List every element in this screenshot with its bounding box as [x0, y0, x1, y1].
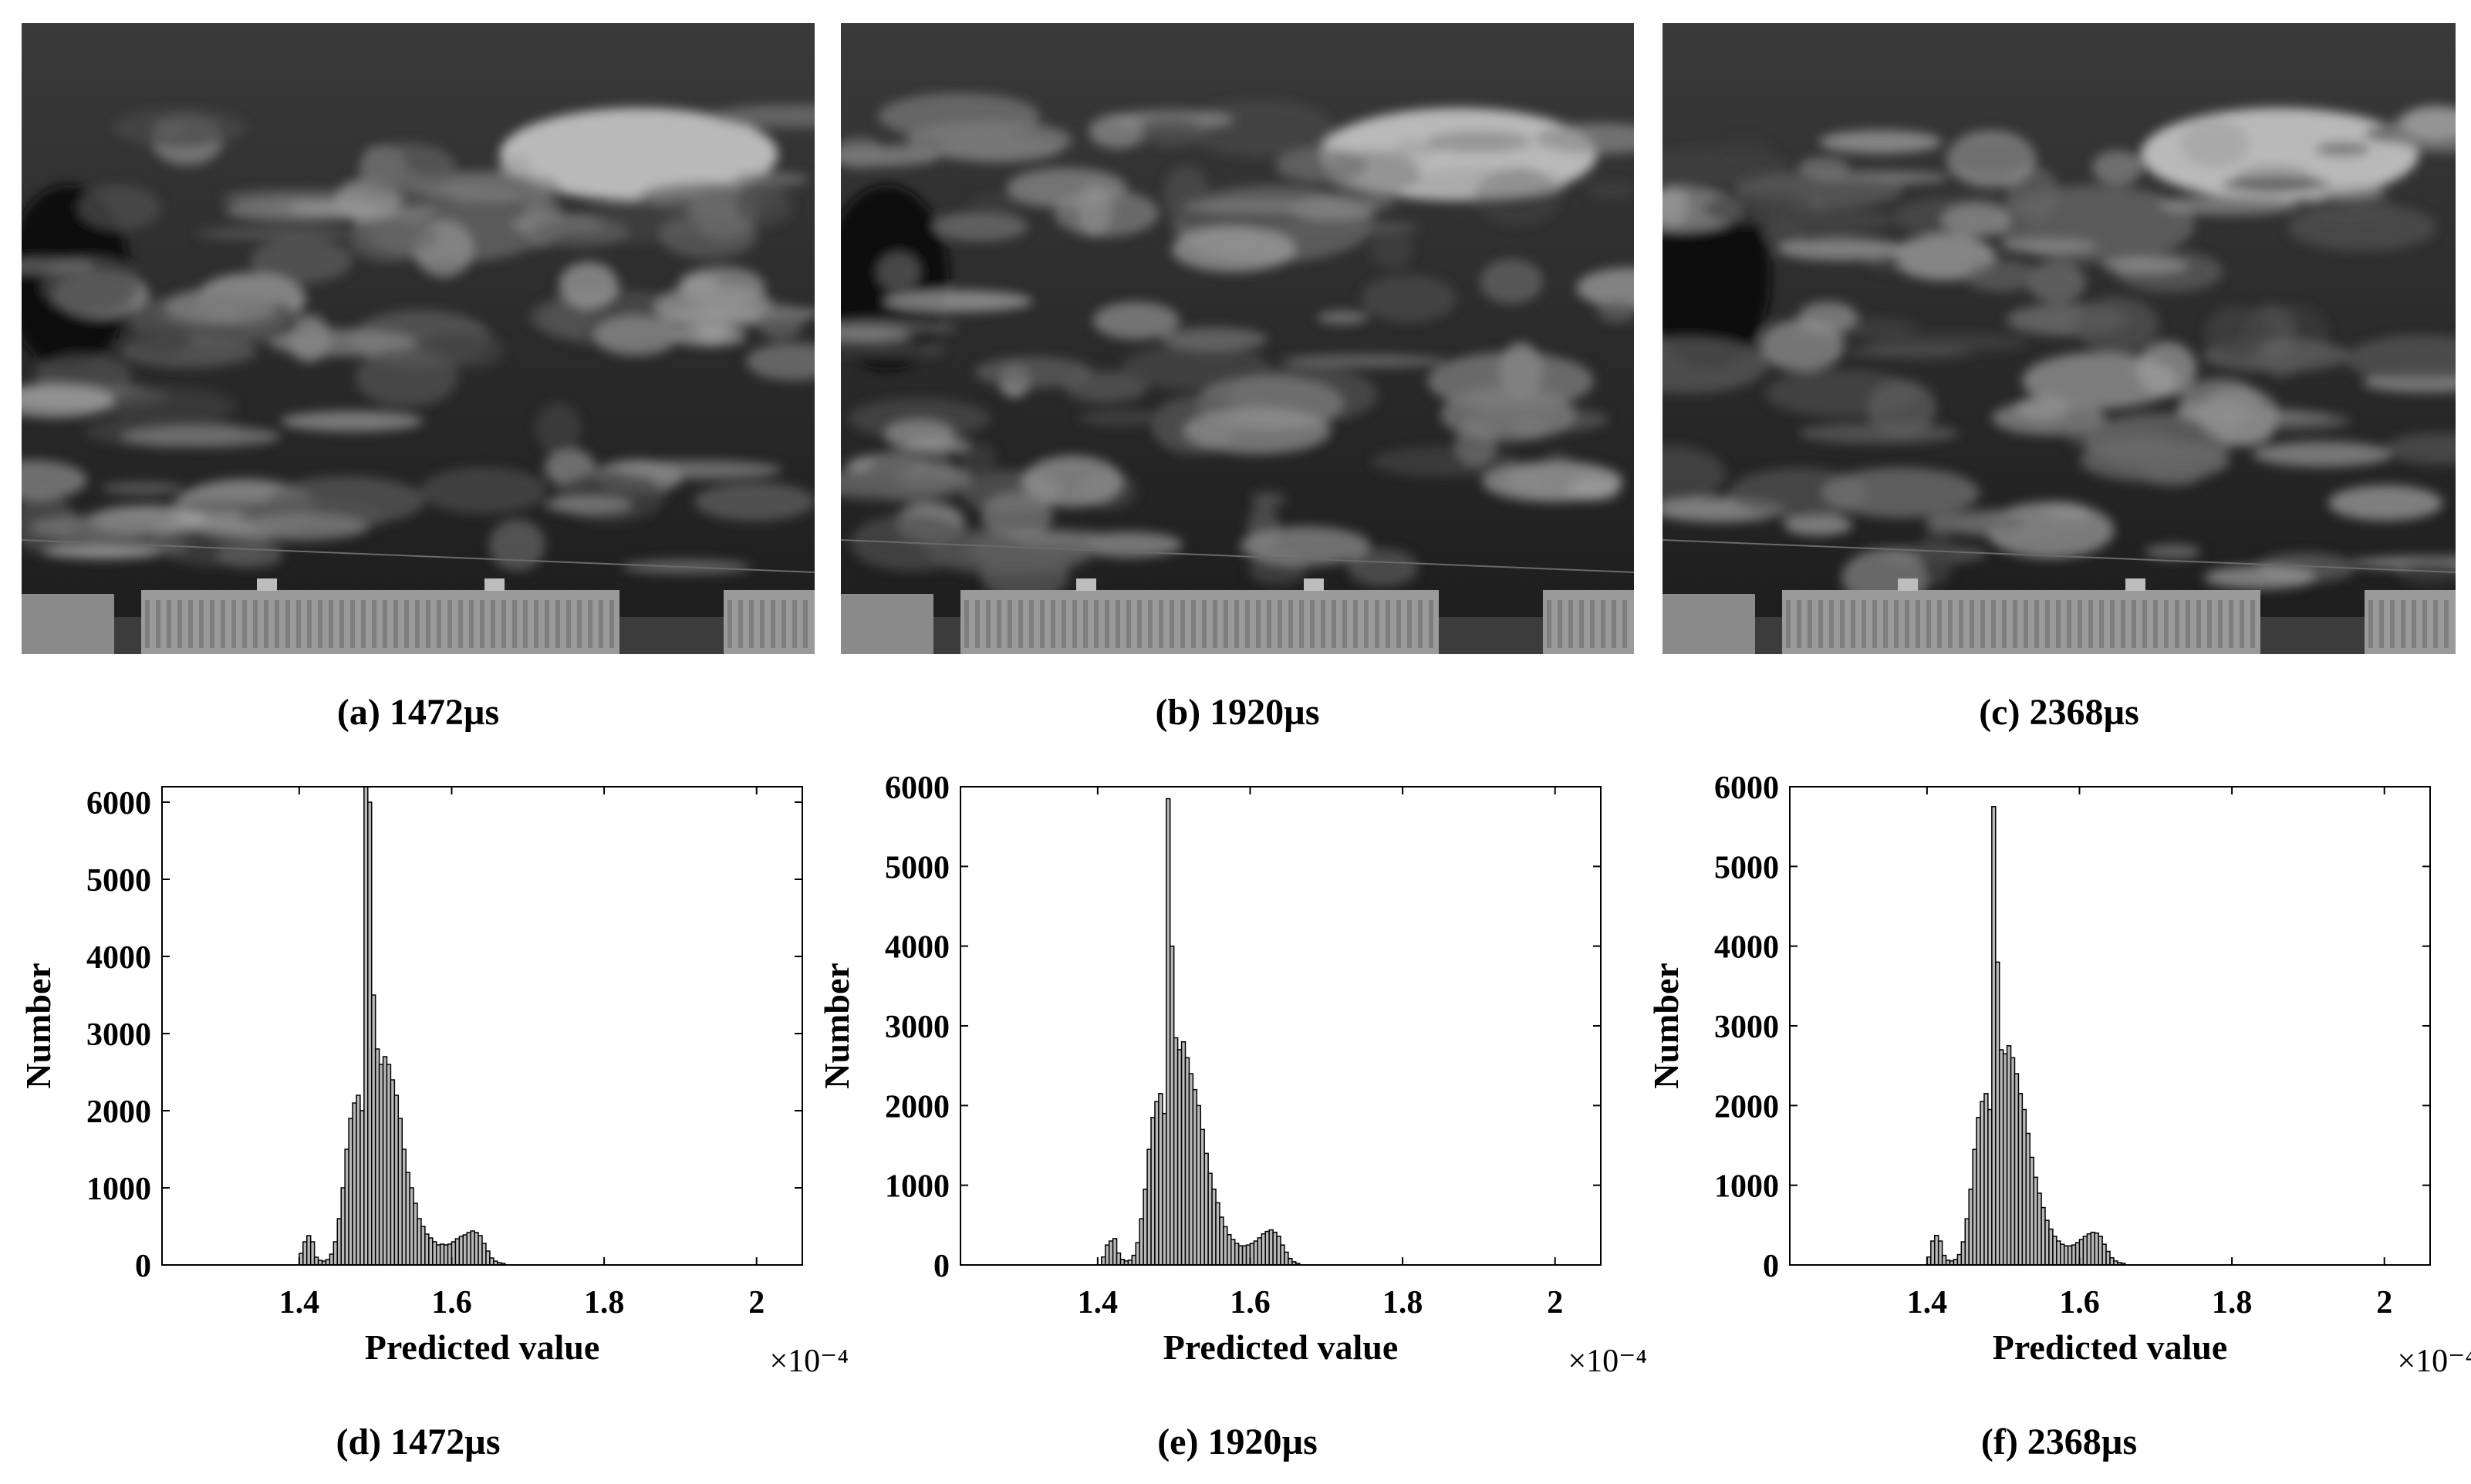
y-axis-label: Number: [817, 963, 856, 1089]
x-axis-multiplier: ×10⁻⁴: [770, 1344, 849, 1379]
y-tick-label: 5000: [86, 863, 151, 899]
cloud-layer: [1663, 106, 2456, 608]
y-tick-label: 2000: [86, 1094, 151, 1130]
y-tick-label: 4000: [1714, 930, 1779, 966]
y-tick-label: 3000: [86, 1017, 151, 1053]
y-tick-label: 6000: [1714, 771, 1779, 806]
x-axis-multiplier: ×10⁻⁴: [2398, 1344, 2471, 1379]
x-tick-label: 1.4: [1907, 1285, 1948, 1320]
y-axis-label: Number: [1646, 963, 1686, 1089]
thermal-image-c: [1663, 23, 2456, 654]
y-tick-label: 1000: [1714, 1169, 1779, 1205]
y-tick-label: 3000: [1714, 1010, 1779, 1045]
thermal-image-b: [841, 23, 1634, 654]
x-axis-multiplier: ×10⁻⁴: [1568, 1344, 1648, 1379]
buildings: [841, 539, 1634, 654]
caption-d: (d) 1472µs: [336, 1422, 501, 1462]
histogram-bars: [1101, 798, 1301, 1266]
buildings: [22, 539, 815, 654]
y-tick-label: 1000: [885, 1169, 950, 1205]
x-tick-label: 1.4: [279, 1285, 320, 1320]
y-tick-label: 3000: [885, 1010, 950, 1045]
y-tick-label: 0: [1763, 1249, 1779, 1284]
x-axis-label: Predicted value: [365, 1327, 599, 1367]
x-tick-label: 1.6: [431, 1285, 472, 1320]
x-tick-label: 2: [748, 1285, 765, 1320]
caption-f: (f) 2368µs: [1980, 1422, 2138, 1462]
y-tick-label: 4000: [885, 930, 950, 966]
y-axis-label: Number: [19, 963, 58, 1089]
x-tick-label: 1.8: [584, 1285, 625, 1320]
histogram-f: 0 1000 2000 3000 4000 5000 6000 1.4 1.6 1.8 2 Predi…: [1636, 771, 2471, 1404]
cloud-layer: [22, 104, 815, 574]
buildings: [1663, 539, 2456, 654]
caption-b: (b) 1920µs: [1155, 692, 1320, 733]
y-tick-label: 0: [135, 1249, 151, 1284]
x-tick-label: 2: [1547, 1285, 1563, 1320]
x-axis-label: Predicted value: [1163, 1327, 1398, 1367]
histogram-e: 0 1000 2000 3000 4000 5000 6000 1.4 1.6 1.8 2 Predi…: [806, 771, 1647, 1404]
caption-a: (a) 1472µs: [336, 692, 500, 733]
plot-frame: [960, 786, 1602, 1266]
y-tick-label: 6000: [885, 771, 950, 806]
x-tick-label: 1.8: [2212, 1285, 2253, 1320]
y-tick-label: 1000: [86, 1172, 151, 1207]
y-tick-label: 5000: [885, 850, 950, 885]
caption-e: (e) 1920µs: [1157, 1422, 1318, 1462]
plot-frame: [1789, 786, 2431, 1266]
histogram-bars: [1926, 806, 2126, 1266]
cloud-layer: [841, 93, 1634, 602]
y-tick-label: 6000: [86, 786, 151, 821]
thermal-image-a: [22, 23, 815, 654]
y-tick-label: 2000: [1714, 1089, 1779, 1125]
x-tick-label: 1.6: [2059, 1285, 2100, 1320]
y-tick-label: 2000: [885, 1089, 950, 1125]
x-axis-label: Predicted value: [1993, 1327, 2227, 1367]
caption-c: (c) 2368µs: [1979, 692, 2139, 733]
y-tick-label: 0: [933, 1249, 950, 1284]
histogram-bars: [299, 786, 506, 1266]
x-tick-label: 1.4: [1078, 1285, 1119, 1320]
plot-frame: [161, 786, 803, 1266]
x-tick-label: 1.6: [1230, 1285, 1271, 1320]
histogram-d: 0 1000 2000 3000 4000 5000 6000 1.4 1.6 1.8 2 Predi…: [8, 771, 849, 1404]
x-tick-label: 2: [2376, 1285, 2392, 1320]
y-tick-label: 4000: [86, 940, 151, 976]
x-tick-label: 1.8: [1382, 1285, 1423, 1320]
y-tick-label: 5000: [1714, 850, 1779, 885]
